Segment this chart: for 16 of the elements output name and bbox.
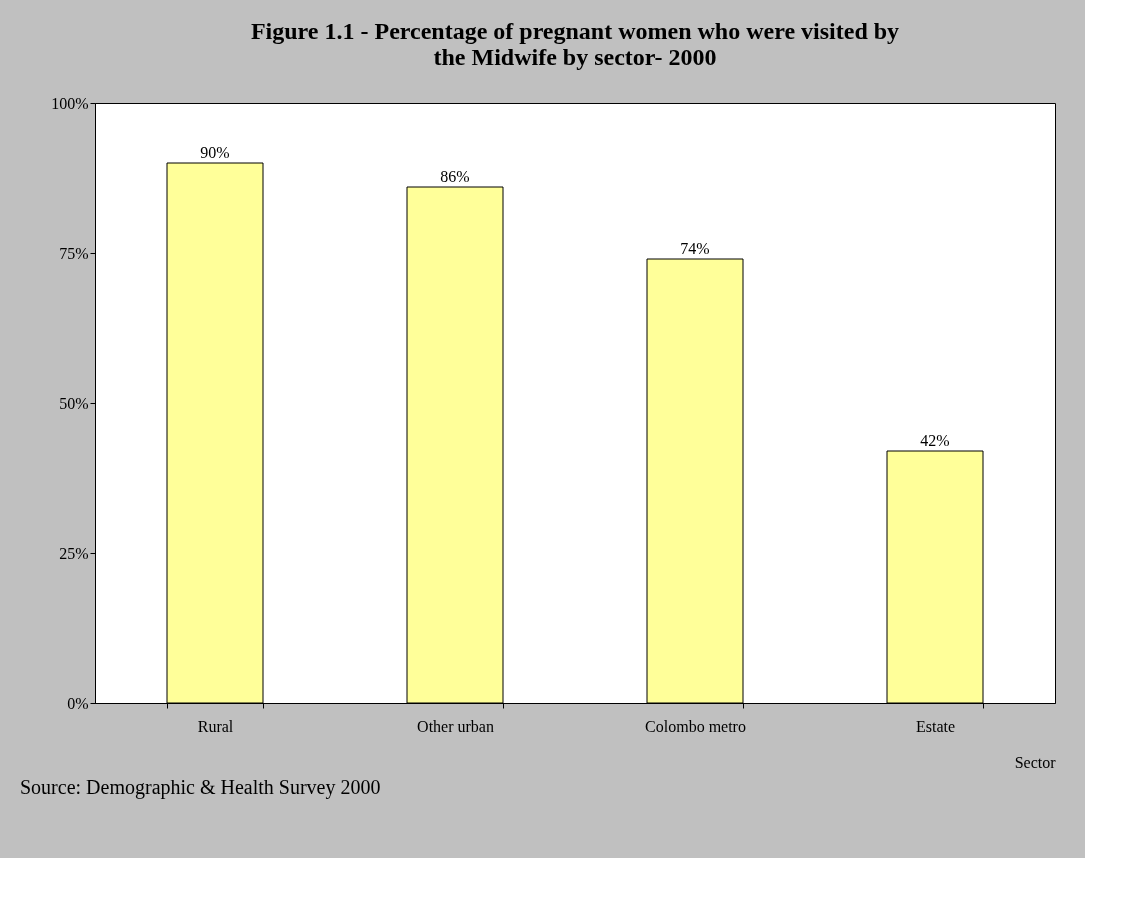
y-tick-label: 75% (59, 244, 89, 262)
data-label: 86% (440, 168, 470, 185)
chart-title: Figure 1.1 - Percentage of pregnant women who were visited by the Midwife by sector- 2000 (250, 18, 900, 70)
data-label: 42% (920, 432, 950, 449)
x-tick-label: Rural (197, 717, 234, 735)
x-tick-label: Other urban (417, 717, 494, 735)
y-tick-label: 100% (51, 94, 89, 112)
y-tick-label: 50% (59, 394, 89, 412)
y-tick-label: 25% (59, 544, 89, 562)
x-tick-label: Colombo metro (645, 717, 746, 735)
x-tick-label: Estate (915, 717, 956, 735)
y-tick-label: 0% (67, 694, 89, 712)
data-label: 90% (200, 144, 230, 161)
data-label: 74% (680, 240, 710, 257)
x-axis-title: Sector (1014, 753, 1057, 771)
source-note: Source: Demographic & Health Survey 2000 (20, 776, 381, 799)
